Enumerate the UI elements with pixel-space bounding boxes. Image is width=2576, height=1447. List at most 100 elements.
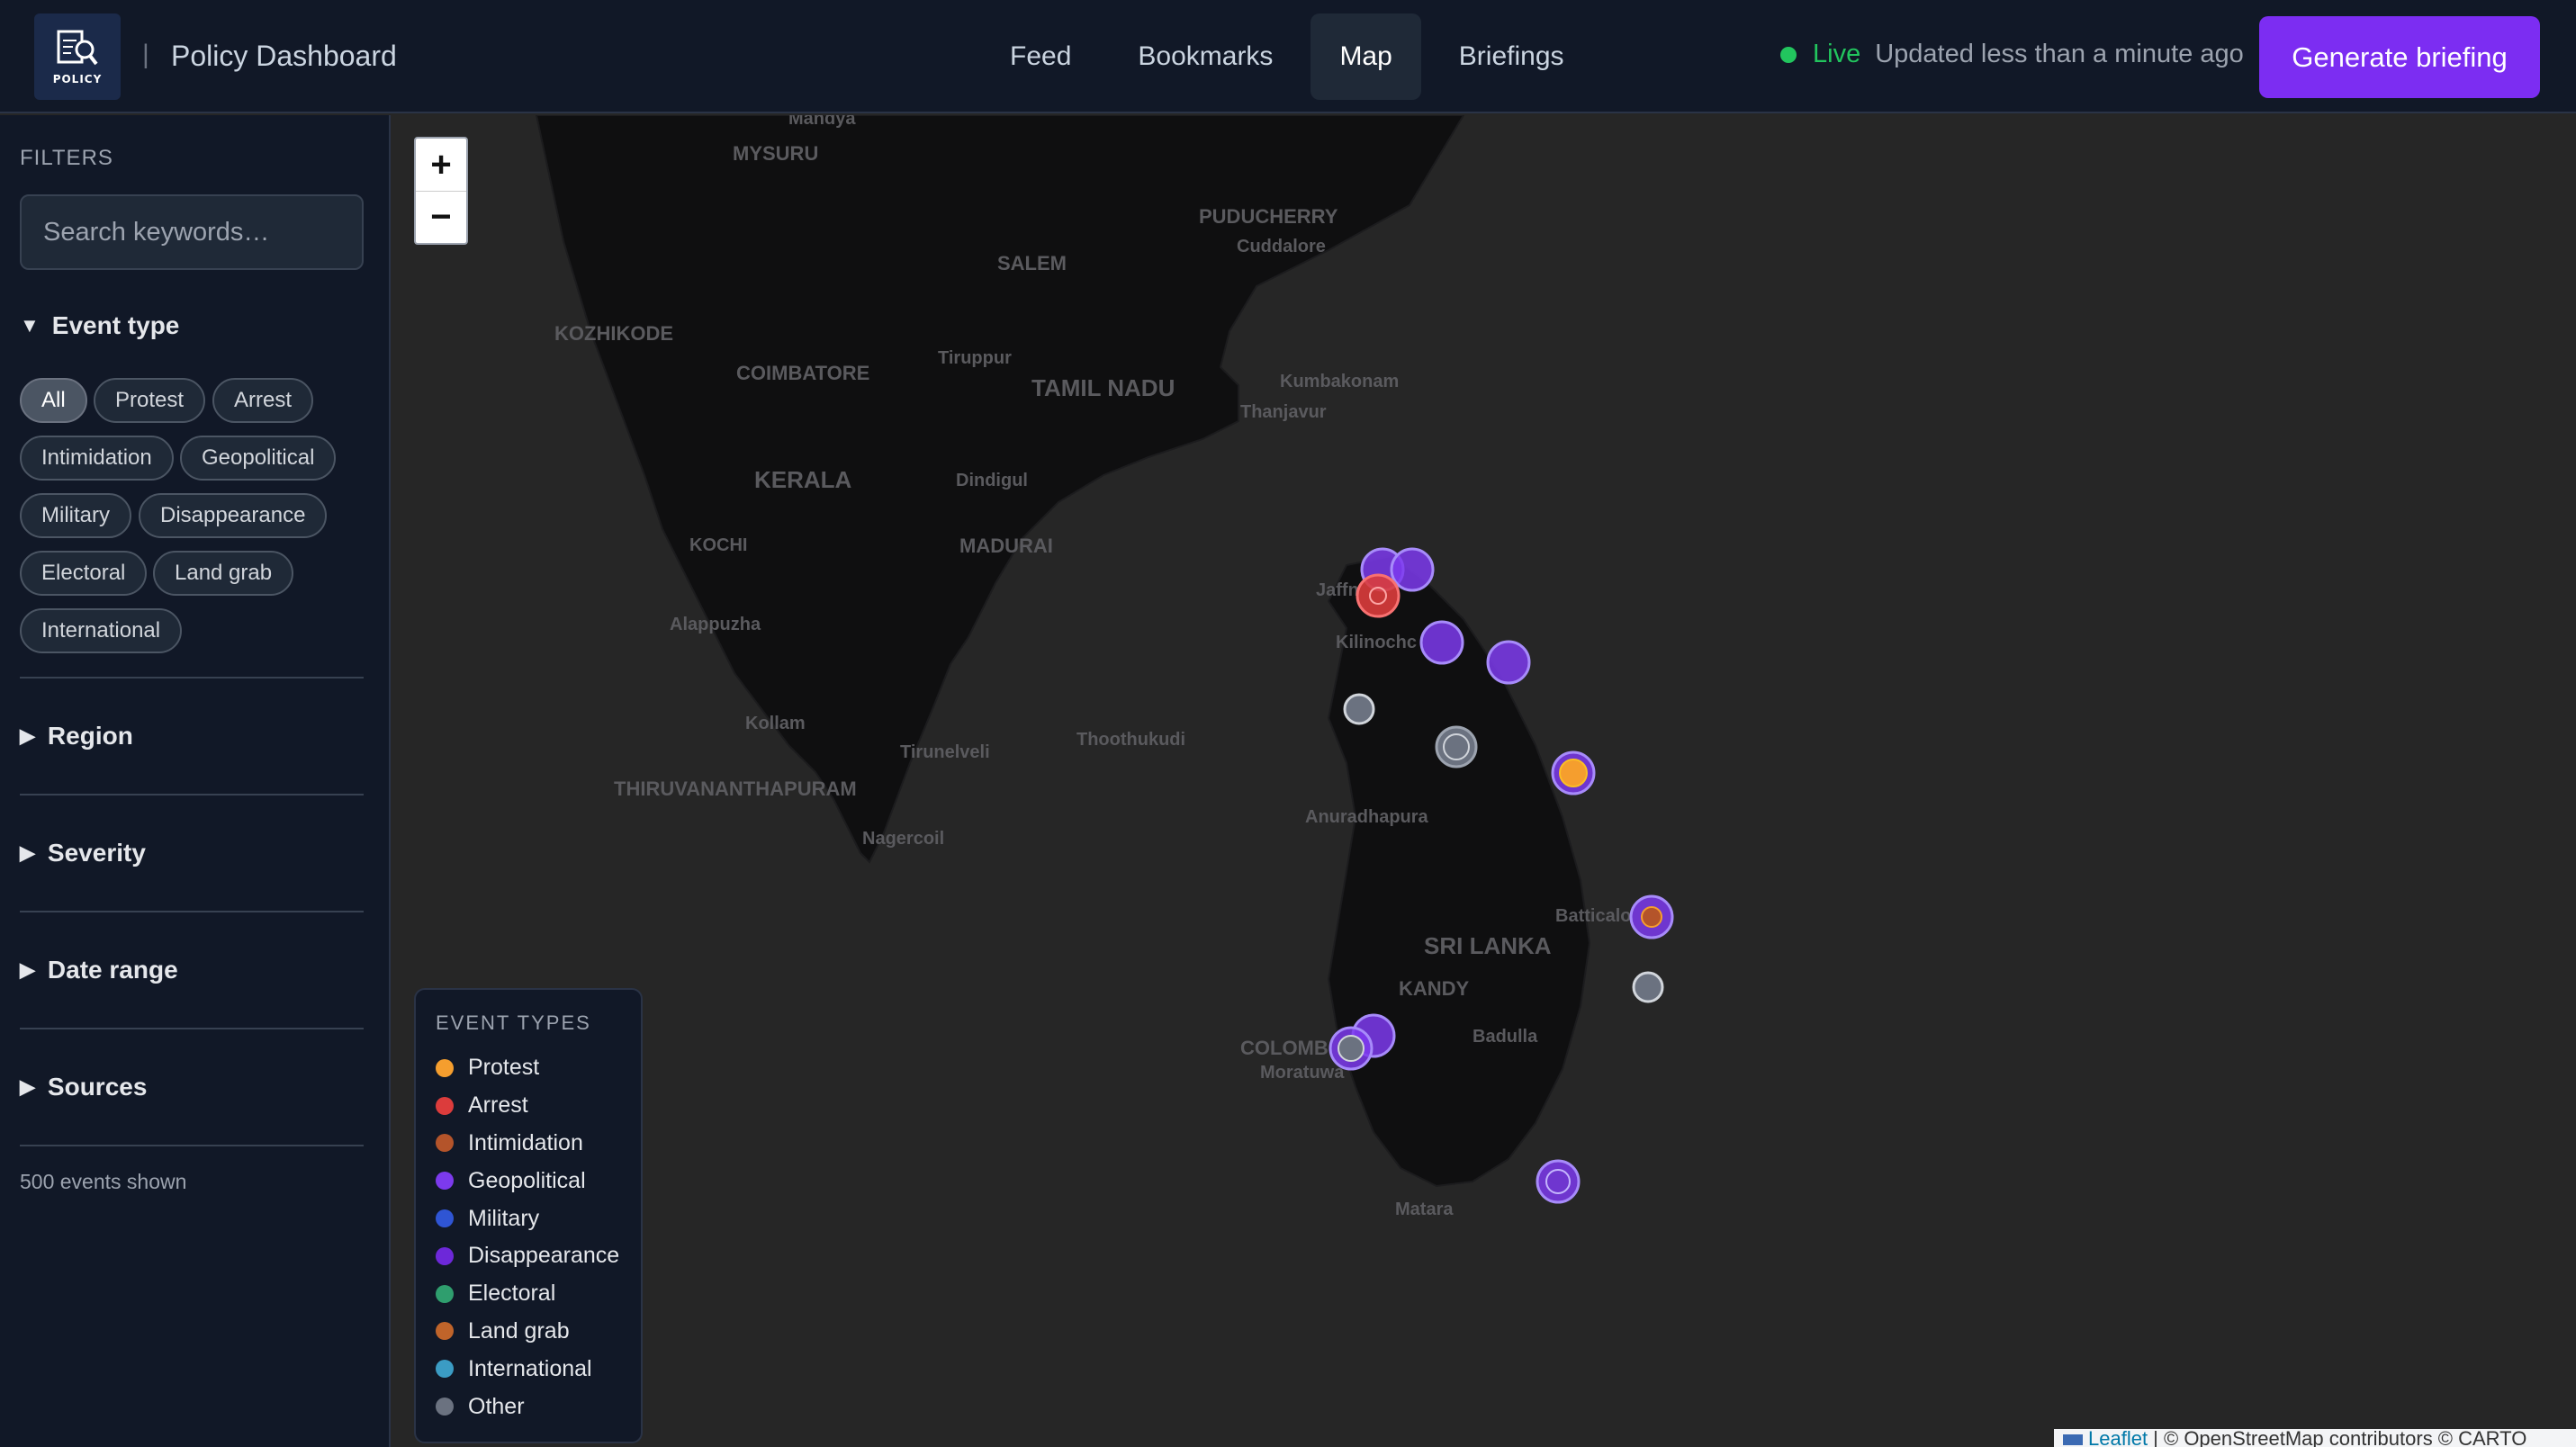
arrest-event-marker[interactable] (1356, 573, 1401, 618)
intimidation-event-marker[interactable] (1641, 906, 1662, 928)
place-label: KANDY (1399, 977, 1470, 1000)
place-label: Alappuzha (670, 615, 761, 634)
place-label: KOZHIKODE (554, 322, 673, 345)
map-attribution: Leaflet | © OpenStreetMap contributors ©… (2054, 1429, 2576, 1447)
sources-section-toggle[interactable]: ▶ Sources (20, 1073, 147, 1101)
legend-color-swatch (436, 1246, 454, 1265)
india-landmass (535, 115, 1465, 864)
legend-item: Disappearance (436, 1237, 621, 1275)
chip-disappearance[interactable]: Disappearance (139, 493, 328, 538)
caret-right-icon: ▶ (20, 724, 35, 747)
tab-feed[interactable]: Feed (1010, 41, 1072, 71)
place-label: Matara (1395, 1200, 1454, 1219)
legend-color-swatch (436, 1209, 454, 1228)
region-section-toggle[interactable]: ▶ Region (20, 722, 133, 750)
place-label: Cuddalore (1237, 237, 1326, 256)
tab-map[interactable]: Map (1311, 13, 1421, 100)
chip-arrest[interactable]: Arrest (212, 378, 314, 423)
section-divider (20, 794, 364, 795)
event-map[interactable]: Mandya MYSURU PUDUCHERRY Cuddalore SALEM… (392, 115, 2576, 1447)
legend-color-swatch (436, 1058, 454, 1077)
filters-heading: FILTERS (20, 146, 113, 170)
legend-color-swatch (436, 1096, 454, 1115)
legend-color-swatch (436, 1172, 454, 1191)
place-label: PUDUCHERRY (1199, 205, 1338, 228)
chip-international[interactable]: International (20, 608, 183, 653)
place-label: Batticalo (1555, 906, 1631, 926)
chip-land-grab[interactable]: Land grab (153, 551, 294, 596)
place-label: Dindigul (956, 471, 1028, 490)
chip-all[interactable]: All (20, 378, 87, 423)
leaflet-link[interactable]: Leaflet (2088, 1429, 2148, 1447)
chip-military[interactable]: Military (20, 493, 131, 538)
live-indicator-icon (1780, 46, 1797, 63)
legend-label: Arrest (468, 1092, 528, 1119)
disappearance-event-marker (1545, 1169, 1571, 1194)
legend-label: Intimidation (468, 1129, 583, 1155)
top-header: POLICY | Policy Dashboard Feed Bookmarks… (0, 0, 2576, 113)
other-event-marker[interactable] (1343, 693, 1375, 725)
legend-label: Geopolitical (468, 1167, 586, 1193)
region-heading: Region (47, 722, 133, 750)
generate-briefing-button[interactable]: Generate briefing (2259, 16, 2540, 98)
zoom-out-button[interactable]: − (416, 191, 466, 243)
place-label: Badulla (1473, 1027, 1538, 1047)
geopolitical-event-marker[interactable] (1486, 640, 1531, 685)
geopolitical-event-marker[interactable] (1536, 1159, 1581, 1204)
filters-sidebar: FILTERS ▼ Event type All Protest Arrest … (0, 115, 391, 1447)
zoom-in-button[interactable]: + (430, 144, 452, 184)
legend-label: Protest (468, 1055, 540, 1081)
attribution-text: | © OpenStreetMap contributors © CARTO (2148, 1429, 2527, 1447)
title-separator: | (142, 40, 149, 69)
legend-label: Electoral (468, 1281, 556, 1307)
place-label: Nagercoil (862, 829, 944, 849)
place-label: Anuradhapura (1305, 807, 1429, 827)
geopolitical-event-marker[interactable] (1419, 620, 1464, 665)
zoom-control: + − (414, 137, 468, 245)
tab-bookmarks[interactable]: Bookmarks (1138, 41, 1274, 71)
chip-intimidation[interactable]: Intimidation (20, 436, 174, 481)
legend-label: International (468, 1355, 592, 1381)
live-label: Live (1813, 40, 1861, 68)
tab-briefings[interactable]: Briefings (1458, 41, 1564, 71)
legend-items: Protest Arrest Intimidation Geopolitical Mil… (436, 1049, 621, 1425)
sources-heading: Sources (47, 1073, 148, 1101)
section-divider (20, 677, 364, 679)
live-status: Live Updated less than a minute ago (1780, 40, 2244, 69)
place-label: MYSURU (733, 142, 818, 165)
document-search-icon (57, 30, 98, 66)
place-label: Kumbakonam (1280, 372, 1399, 391)
place-label: Kollam (745, 714, 806, 733)
section-divider (20, 1145, 364, 1146)
caret-right-icon: ▶ (20, 841, 35, 864)
event-type-section-toggle[interactable]: ▼ Event type (20, 311, 179, 340)
logo-text: POLICY (52, 73, 103, 85)
legend-item: Arrest (436, 1087, 621, 1125)
legend-item: Electoral (436, 1275, 621, 1313)
place-label: THIRUVANANTHAPURAM (614, 777, 857, 800)
place-label: Jaffn (1316, 580, 1359, 600)
place-label: SALEM (997, 252, 1067, 274)
other-event-marker-core (1443, 733, 1470, 760)
event-type-heading: Event type (51, 311, 180, 339)
severity-section-toggle[interactable]: ▶ Severity (20, 839, 146, 867)
chip-protest[interactable]: Protest (94, 378, 206, 423)
chip-electoral[interactable]: Electoral (20, 551, 148, 596)
caret-right-icon: ▶ (20, 958, 35, 981)
date-range-section-toggle[interactable]: ▶ Date range (20, 956, 178, 984)
updated-timestamp: Updated less than a minute ago (1875, 40, 2244, 68)
legend-item: Geopolitical (436, 1162, 621, 1200)
legend-color-swatch (436, 1398, 454, 1416)
geopolitical-event-marker[interactable] (1390, 547, 1435, 592)
legend-label: Military (468, 1205, 540, 1231)
other-event-marker[interactable] (1338, 1035, 1365, 1062)
legend-item: Intimidation (436, 1125, 621, 1163)
other-event-marker[interactable] (1632, 971, 1664, 1003)
caret-down-icon: ▼ (20, 314, 40, 337)
policy-dashboard-logo[interactable]: POLICY (34, 13, 121, 100)
place-label: Kilinochc (1336, 633, 1417, 652)
protest-event-marker[interactable] (1559, 759, 1588, 787)
search-input[interactable] (20, 194, 364, 270)
place-label: Moratuwa (1260, 1063, 1345, 1083)
chip-geopolitical[interactable]: Geopolitical (180, 436, 337, 481)
